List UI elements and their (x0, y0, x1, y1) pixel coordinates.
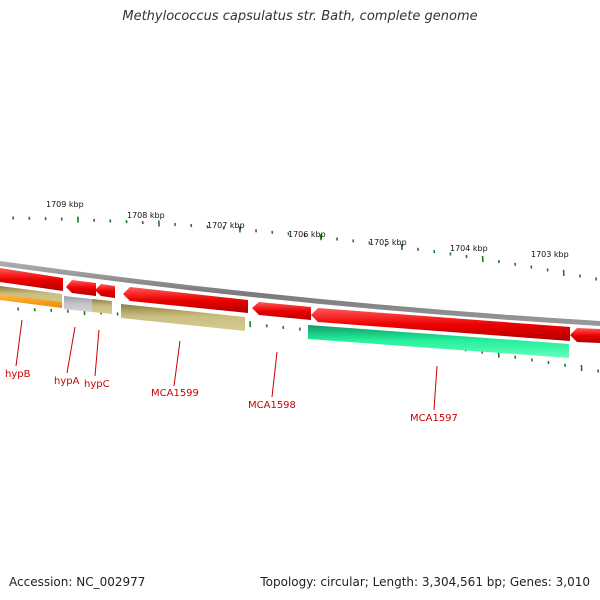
map-title: Methylococcus capsulatus str. Bath, comp… (122, 9, 478, 24)
cog-track (0, 286, 569, 358)
gene-labels: hypB hypA hypC MCA1599 MCA1598 MCA1597 (5, 319, 458, 424)
tick-label-1707: 1707 kbp (207, 221, 245, 230)
tick-label-1706: 1706 kbp (288, 230, 326, 239)
cds-hypC[interactable] (95, 284, 115, 298)
cog-hypA (64, 296, 92, 312)
cog-hypB (0, 286, 62, 303)
gene-label-hypA[interactable]: hypA (54, 376, 80, 387)
leader-MCA1599 (173, 340, 181, 387)
cog-MCA1599 (121, 304, 245, 331)
cog-MCA1597 (308, 325, 569, 358)
cog-hypB-orange (0, 294, 62, 308)
gene-label-MCA1597[interactable]: MCA1597 (410, 413, 458, 424)
genome-stats-text: Topology: circular; Length: 3,304,561 bp… (260, 575, 590, 589)
gene-label-hypB[interactable]: hypB (5, 369, 31, 380)
gene-label-MCA1599[interactable]: MCA1599 (151, 388, 199, 399)
tick-label-1708: 1708 kbp (127, 211, 165, 220)
leader-MCA1598 (271, 351, 278, 398)
genome-backbone (0, 261, 600, 326)
tick-labels: 1709 kbp 1708 kbp 1707 kbp 1706 kbp 1705… (46, 200, 569, 259)
cds-hypB[interactable] (0, 268, 63, 291)
tick-label-1704: 1704 kbp (450, 244, 488, 253)
gene-label-hypC[interactable]: hypC (84, 379, 110, 390)
cog-hypC (92, 299, 112, 314)
cds-track (0, 268, 600, 343)
accession-text: Accession: NC_002977 (9, 575, 146, 589)
tick-label-1709: 1709 kbp (46, 200, 84, 209)
cds-hypA[interactable] (66, 280, 96, 296)
tick-label-1703: 1703 kbp (531, 250, 569, 259)
leader-hypB (15, 319, 23, 367)
cds-next[interactable] (570, 328, 600, 343)
gene-label-MCA1598[interactable]: MCA1598 (248, 400, 296, 411)
cds-MCA1598[interactable] (252, 302, 311, 320)
cds-MCA1599[interactable] (123, 287, 248, 313)
leader-hypA (66, 326, 76, 374)
leader-MCA1597 (433, 365, 438, 411)
tick-label-1705: 1705 kbp (369, 238, 407, 247)
cds-MCA1597[interactable] (311, 308, 570, 341)
outer-tick-row (12, 216, 598, 281)
leader-hypC (94, 329, 100, 377)
